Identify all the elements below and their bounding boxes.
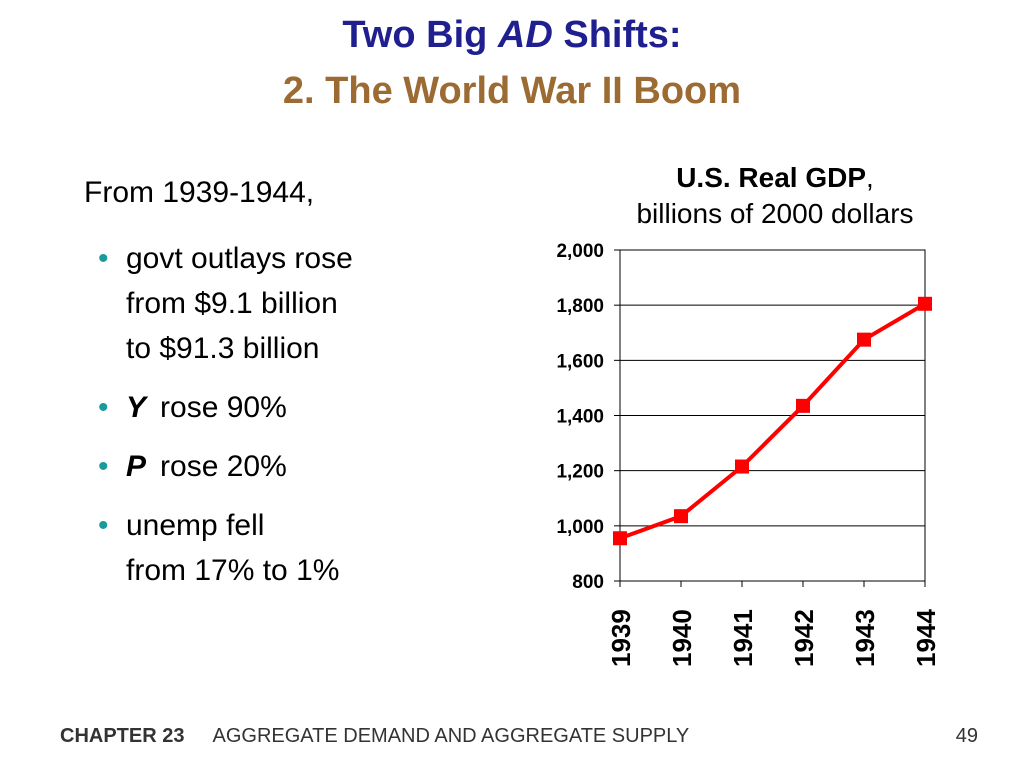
data-point-marker (674, 509, 688, 524)
data-point-marker (735, 459, 749, 474)
bullet-list: • govt outlays rose from $9.1 billion to… (98, 236, 353, 607)
y-tick-label: 1,000 (556, 517, 604, 538)
title-italic-ad: AD (497, 14, 553, 56)
y-tick-label: 1,600 (556, 351, 604, 372)
y-tick-label: 1,800 (556, 296, 604, 317)
footer-text: AGGREGATE DEMAND AND AGGREGATE SUPPLY (212, 725, 690, 747)
bullet-line: from 17% to 1% (126, 554, 340, 587)
y-tick-label: 800 (572, 572, 604, 593)
bullet-text: rose 20% (160, 450, 287, 483)
footer-chapter: CHAPTER 23 (60, 725, 185, 747)
bullet-dot-icon: • (98, 509, 109, 542)
y-tick-label: 1,200 (556, 462, 604, 483)
bullet-dot-icon: • (98, 242, 109, 275)
chart-title-main: U.S. Real GDP (676, 162, 867, 193)
x-tick-label: 1943 (850, 609, 880, 667)
data-point-marker (796, 398, 810, 413)
data-point-marker (857, 332, 871, 347)
title-prefix: Two Big (342, 14, 498, 56)
slide-title: Two Big AD Shifts: (0, 14, 1024, 57)
chart-title-subtitle: billions of 2000 dollars (636, 198, 914, 229)
data-point-marker (613, 531, 627, 546)
bullet-line: from $9.1 billion (126, 287, 338, 320)
page-number: 49 (955, 725, 978, 747)
bullet-line: unemp fell (126, 509, 265, 542)
bullet-item: • unemp fell from 17% to 1% (98, 503, 353, 593)
bullet-item: • govt outlays rose from $9.1 billion to… (98, 236, 353, 371)
bullet-variable: P (126, 450, 147, 483)
bullet-line: govt outlays rose (126, 242, 353, 275)
x-tick-label: 1940 (667, 609, 697, 667)
data-point-marker (918, 296, 932, 311)
y-tick-label: 2,000 (556, 241, 604, 262)
plot-frame (619, 249, 926, 582)
title-suffix: Shifts: (552, 14, 682, 56)
series-line (619, 302, 927, 541)
bullet-dot-icon: • (98, 391, 109, 424)
x-tick-label: 1944 (911, 609, 941, 667)
bullet-line: to $91.3 billion (126, 332, 320, 365)
intro-text: From 1939-1944, (84, 176, 315, 209)
bullet-text: rose 90% (160, 391, 287, 424)
x-tick-label: 1941 (728, 609, 758, 667)
chart-title-comma: , (866, 162, 874, 193)
bullet-variable: Y (126, 391, 147, 424)
footer: CHAPTER 23 AGGREGATE DEMAND AND AGGREGATE… (60, 725, 689, 748)
x-tick-label: 1942 (789, 609, 819, 667)
chart-title: U.S. Real GDP, billions of 2000 dollars (570, 160, 980, 232)
slide-subtitle: 2. The World War II Boom (282, 70, 742, 112)
x-tick-label: 1939 (606, 609, 636, 667)
y-tick-label: 1,400 (556, 407, 604, 428)
bullet-dot-icon: • (98, 450, 109, 483)
